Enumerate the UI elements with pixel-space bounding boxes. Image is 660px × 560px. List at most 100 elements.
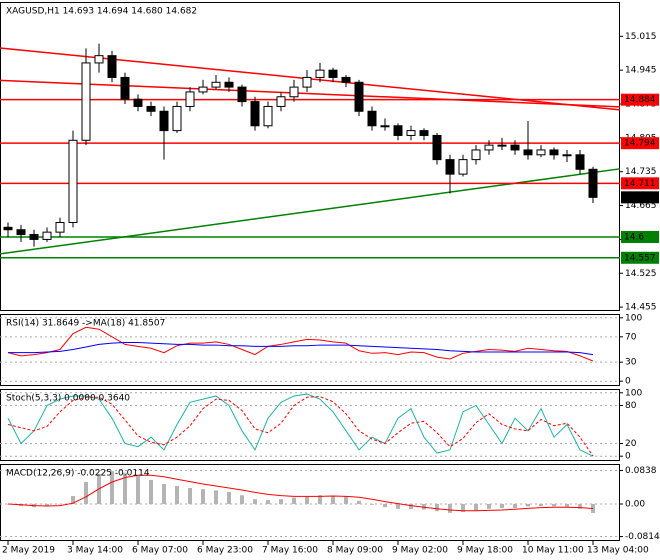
y-tick-label: 30 [625, 358, 637, 368]
candle-body [341, 76, 351, 83]
y-tick-label: 80 [625, 401, 637, 411]
indicator-line [7, 326, 594, 362]
x-tick-label: 10 May 11:00 [522, 546, 584, 556]
panel-title: MACD(12,26,9) -0.0225 -0.0114 [6, 469, 150, 479]
histogram-bar [383, 504, 387, 508]
histogram-bar [500, 504, 504, 508]
panel-title: Stoch(5,3,3) 0.0000 0.3640 [6, 394, 130, 404]
candle-body [536, 149, 546, 156]
panel-frame [0, 389, 620, 461]
candle-body [510, 144, 520, 151]
histogram-bar [58, 504, 62, 505]
y-tick-label: 15.015 [625, 32, 657, 42]
histogram-bar [162, 484, 166, 504]
histogram-bar [136, 476, 140, 504]
level-label-box [621, 93, 659, 106]
candle-body [354, 81, 364, 112]
level-label: 14.884 [624, 95, 656, 105]
histogram-bar [123, 472, 127, 504]
candle-body [549, 149, 559, 156]
x-tick-label: 13 May 04:00 [587, 546, 649, 556]
x-tick-label: 3 May 14:00 [67, 546, 123, 556]
candle-body [289, 86, 299, 98]
histogram-bar [318, 495, 322, 504]
indicator-line [7, 396, 594, 457]
candle-body [263, 105, 273, 127]
histogram-bar [188, 488, 192, 504]
signal-line [7, 474, 594, 512]
x-tick-label: 6 May 07:00 [132, 546, 188, 556]
histogram-bar [45, 504, 49, 506]
histogram-bar [266, 500, 270, 504]
candle-body [445, 159, 455, 175]
panel-title: XAGUSD,H1 14.693 14.694 14.680 14.682 [6, 7, 197, 17]
y-tick-label: 20 [625, 439, 637, 449]
candle-body [497, 144, 507, 147]
y-tick-label: 70 [625, 332, 637, 342]
x-tick-label: 9 May 02:00 [392, 546, 448, 556]
panel-frame [0, 464, 620, 541]
candle-body [55, 221, 65, 233]
candle-body [419, 130, 429, 136]
histogram-bar [344, 496, 348, 504]
histogram-bar [578, 504, 582, 509]
candle-body [523, 149, 533, 156]
candle-body [42, 231, 52, 240]
histogram-bar [84, 482, 88, 504]
candle-body [432, 134, 442, 161]
candle-body [107, 55, 117, 78]
y-tick-label: 100 [625, 388, 642, 398]
histogram-bar [110, 471, 114, 504]
candle-body [198, 86, 208, 93]
histogram-bar [435, 504, 439, 512]
histogram-bar [149, 480, 153, 504]
y-tick-label: 14.455 [625, 303, 657, 313]
histogram-bar [474, 504, 478, 511]
indicator-line [7, 393, 594, 457]
candle-body [328, 69, 338, 78]
x-tick-label: 2 May 2019 [2, 546, 55, 556]
histogram-bar [253, 499, 257, 504]
histogram-bar [539, 504, 543, 506]
x-tick-label: 7 May 16:00 [262, 546, 318, 556]
histogram-bar [227, 492, 231, 504]
y-tick-label: 100 [625, 313, 642, 323]
candle-body [315, 69, 325, 78]
candle-body [380, 125, 390, 128]
candle-body [68, 139, 78, 223]
y-tick-label: 0.00 [625, 500, 645, 510]
candle-body [81, 62, 91, 141]
candle-body [120, 76, 130, 100]
candle-body [224, 81, 234, 88]
histogram-bar [292, 497, 296, 504]
x-tick-label: 6 May 23:00 [197, 546, 253, 556]
y-tick-label: 0 [625, 452, 631, 462]
candle-body [484, 144, 494, 151]
candle-body [406, 130, 416, 136]
y-tick-label: 14.665 [625, 201, 657, 211]
histogram-bar [279, 499, 283, 504]
histogram-bar [71, 496, 75, 504]
candle-body [250, 101, 260, 127]
candle-body [588, 168, 598, 198]
trend-line [0, 79, 621, 108]
candle-body [471, 149, 481, 161]
candle-body [94, 55, 104, 64]
y-tick-label: 14.735 [625, 167, 657, 177]
candle-body [16, 229, 26, 236]
level-label-box [621, 251, 659, 264]
histogram-bar [526, 504, 530, 507]
histogram-bar [370, 504, 374, 505]
histogram-bar [396, 504, 400, 509]
histogram-bar [240, 495, 244, 504]
x-tick-label: 9 May 18:00 [457, 546, 513, 556]
candle-body [3, 226, 13, 231]
histogram-bar [409, 504, 413, 510]
candle-body [302, 76, 312, 88]
y-tick-label: 0 [625, 377, 631, 387]
histogram-bar [357, 500, 361, 504]
panel-frame [0, 314, 620, 386]
histogram-bar [461, 504, 465, 512]
candle-body [133, 98, 143, 107]
candle-body [276, 96, 286, 107]
